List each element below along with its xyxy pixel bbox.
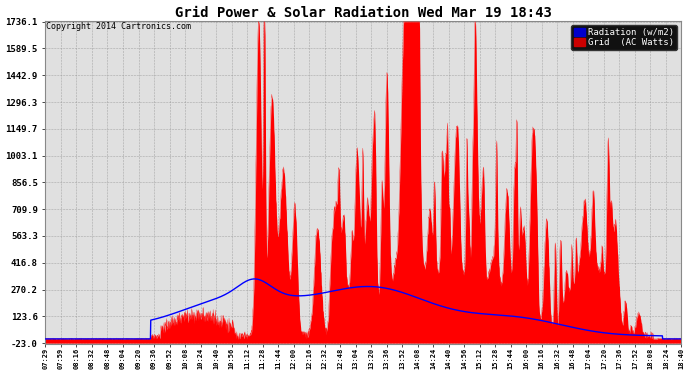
Text: Copyright 2014 Cartronics.com: Copyright 2014 Cartronics.com (46, 22, 191, 31)
Legend: Radiation (w/m2), Grid  (AC Watts): Radiation (w/m2), Grid (AC Watts) (571, 25, 677, 50)
Title: Grid Power & Solar Radiation Wed Mar 19 18:43: Grid Power & Solar Radiation Wed Mar 19 … (175, 6, 552, 20)
